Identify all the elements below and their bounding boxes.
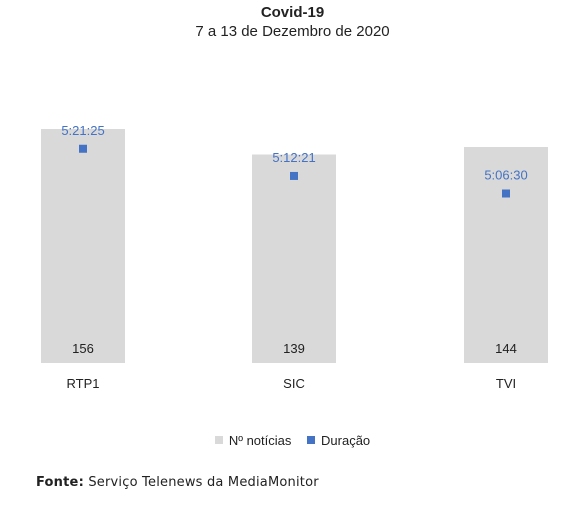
legend-item-duration: Duração (307, 433, 370, 448)
duration-marker-rtp1 (79, 144, 87, 153)
count-label-sic: 139 (283, 341, 305, 356)
legend-swatch-count (214, 436, 223, 444)
duration-marker-sic (290, 171, 298, 180)
duration-label-sic: 5:12:21 (272, 150, 315, 165)
bar-sic (252, 154, 336, 363)
category-label-rtp1: RTP1 (67, 376, 100, 391)
count-label-tvi: 144 (495, 341, 517, 356)
duration-label-rtp1: 5:21:25 (61, 123, 104, 138)
bar-rtp1 (41, 129, 125, 363)
category-label-tvi: TVI (496, 376, 516, 391)
chart-subtitle: 7 a 13 de Dezembro de 2020 (195, 23, 390, 40)
legend-item-count: Nº notícias (214, 432, 292, 448)
source-text: Serviço Telenews da MediaMonitor (88, 475, 319, 490)
source-footer: Fonte: Serviço Telenews da MediaMonitor (36, 475, 319, 490)
category-label-sic: SIC (283, 376, 305, 391)
legend-swatch-duration (307, 436, 316, 444)
chart-title: Covid-19 (260, 4, 325, 21)
bar-tvi (464, 147, 548, 363)
duration-label-tvi: 5:06:30 (484, 168, 527, 183)
source-label: Fonte: (36, 475, 84, 490)
duration-marker-tvi (502, 189, 510, 198)
count-label-rtp1: 156 (72, 341, 94, 356)
legend: Nº notícias Duração (0, 432, 585, 448)
legend-label-duration: Duração (321, 432, 371, 448)
legend-label-count: Nº notícias (228, 432, 292, 448)
